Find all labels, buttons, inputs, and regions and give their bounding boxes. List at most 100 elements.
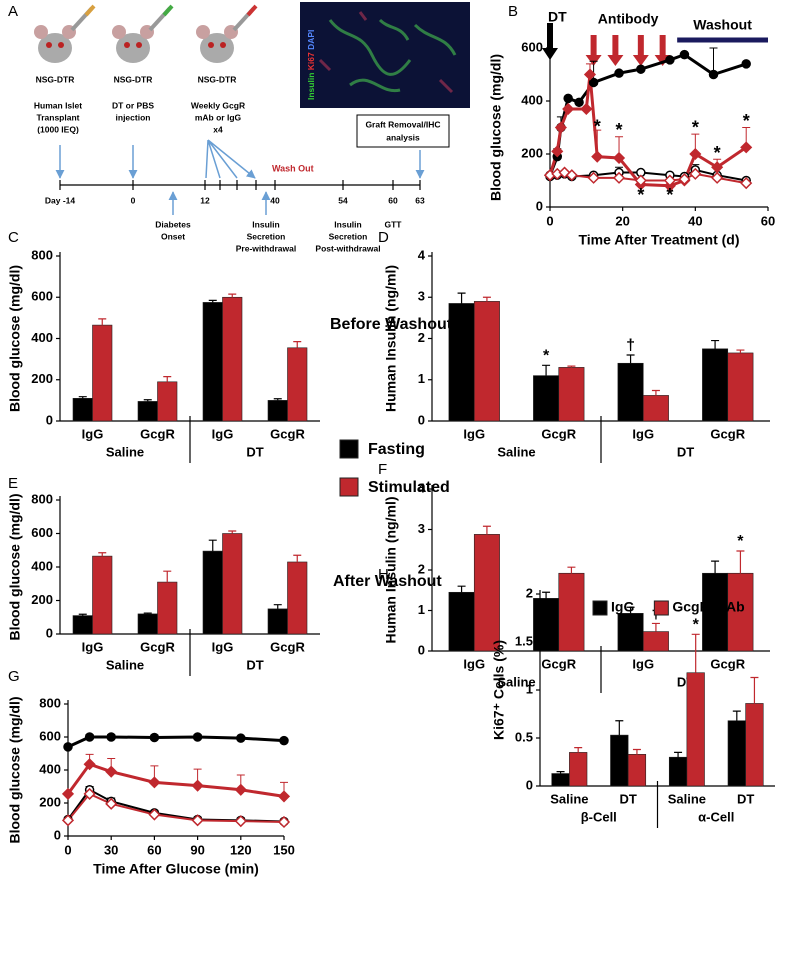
error-bar	[482, 296, 491, 302]
panel-label: C	[8, 229, 19, 246]
legend-label: IgG	[611, 599, 634, 615]
event-text: Secretion	[247, 231, 286, 241]
error-bar	[293, 340, 302, 348]
panel-label: G	[8, 668, 20, 685]
error-bar	[78, 613, 87, 616]
y-tick-label: 200	[39, 794, 61, 809]
point	[236, 733, 246, 743]
error-bar	[228, 293, 237, 298]
error-bar	[163, 570, 172, 583]
point	[234, 783, 247, 796]
legend-label: GcgR mAb	[672, 599, 744, 615]
x-tick-label: IgG	[632, 656, 654, 671]
point	[634, 174, 647, 187]
bar	[569, 752, 588, 787]
bar	[287, 347, 308, 422]
error-bar	[732, 710, 741, 721]
group-label: DT	[246, 657, 263, 672]
group-label: Saline	[106, 657, 144, 672]
y-tick-label: 0	[46, 412, 53, 427]
group-label: α-Cell	[698, 809, 734, 824]
bar	[702, 348, 729, 422]
significance-marker: *	[737, 533, 744, 550]
point	[83, 758, 96, 771]
point	[583, 68, 597, 81]
bar	[473, 534, 500, 652]
point	[61, 814, 75, 827]
error-bar	[556, 771, 565, 774]
bar	[533, 375, 560, 422]
bar	[157, 581, 178, 635]
point	[587, 171, 600, 184]
x-tick-label: IgG	[632, 426, 654, 441]
point	[665, 55, 675, 65]
x-tick-label: 0	[546, 213, 553, 228]
error-bar	[542, 591, 551, 599]
point	[565, 169, 578, 182]
y-tick-label: 600	[521, 39, 543, 54]
point	[149, 732, 160, 743]
y-tick-label: 2	[418, 561, 425, 576]
timeline	[55, 139, 425, 215]
mouse-label: NSG-DTR	[36, 74, 75, 84]
point	[740, 141, 753, 154]
event-text: GTT	[385, 219, 403, 229]
error-bar	[626, 354, 635, 364]
step-text: mAb or IgG	[195, 112, 242, 122]
step-text: Human Islet	[34, 100, 82, 110]
bar	[92, 555, 113, 635]
point	[83, 787, 96, 800]
y-tick-label: 0	[418, 412, 425, 427]
y-tick-label: 0	[536, 198, 543, 213]
day-label: 60	[388, 195, 398, 205]
error-bar	[691, 633, 700, 673]
error-bar	[273, 604, 282, 609]
dt-arrow	[542, 23, 558, 60]
antibody-arrow	[607, 35, 624, 66]
point	[580, 102, 593, 116]
y-axis-label: Blood glucose (mg/dl)	[7, 494, 23, 641]
group-label: DT	[677, 444, 694, 459]
annotation: *	[594, 116, 601, 136]
y-axis-label: Human Insulin (ng/ml)	[383, 497, 399, 644]
x-tick-label: 30	[104, 842, 118, 857]
y-tick-label: 400	[31, 330, 53, 345]
point	[708, 69, 719, 80]
x-tick-label: DT	[737, 791, 754, 806]
group-label: Saline	[497, 674, 535, 689]
bar	[642, 395, 669, 422]
step-text: (1000 IEQ)	[37, 124, 79, 134]
y-tick-label: 1	[418, 371, 425, 386]
x-tick-label: IgG	[212, 426, 234, 441]
error-bar	[98, 318, 107, 326]
x-tick-label: IgG	[82, 426, 104, 441]
point	[689, 167, 702, 180]
error-bar	[674, 751, 683, 758]
y-tick-label: 1	[526, 681, 533, 696]
x-tick-label: 90	[190, 842, 204, 857]
event-label: Antibody	[598, 11, 659, 27]
mouse-label: NSG-DTR	[198, 74, 237, 84]
bar	[157, 381, 178, 422]
bar	[92, 324, 113, 422]
x-tick-label: 20	[615, 213, 629, 228]
event-text: Insulin	[334, 219, 361, 229]
step-text: Weekly GcgR	[191, 100, 245, 110]
bar	[551, 773, 570, 787]
error-bar	[736, 550, 745, 574]
error-bar	[651, 622, 660, 632]
x-tick-label: IgG	[82, 639, 104, 654]
micrograph: Insulin Ki67 DAPI	[300, 2, 470, 108]
panel-note: After Washout	[333, 573, 442, 590]
x-axis-label: Time After Glucose (min)	[93, 861, 259, 877]
point	[277, 815, 291, 829]
point	[148, 808, 161, 821]
y-tick-label: 800	[39, 695, 61, 710]
x-tick-label: GcgR	[541, 656, 576, 671]
x-tick-label: DT	[619, 791, 636, 806]
x-tick-label: GcgR	[270, 639, 305, 654]
legend-label: Fasting	[368, 441, 425, 458]
mouse	[196, 4, 258, 63]
day-label: 0	[131, 195, 136, 205]
